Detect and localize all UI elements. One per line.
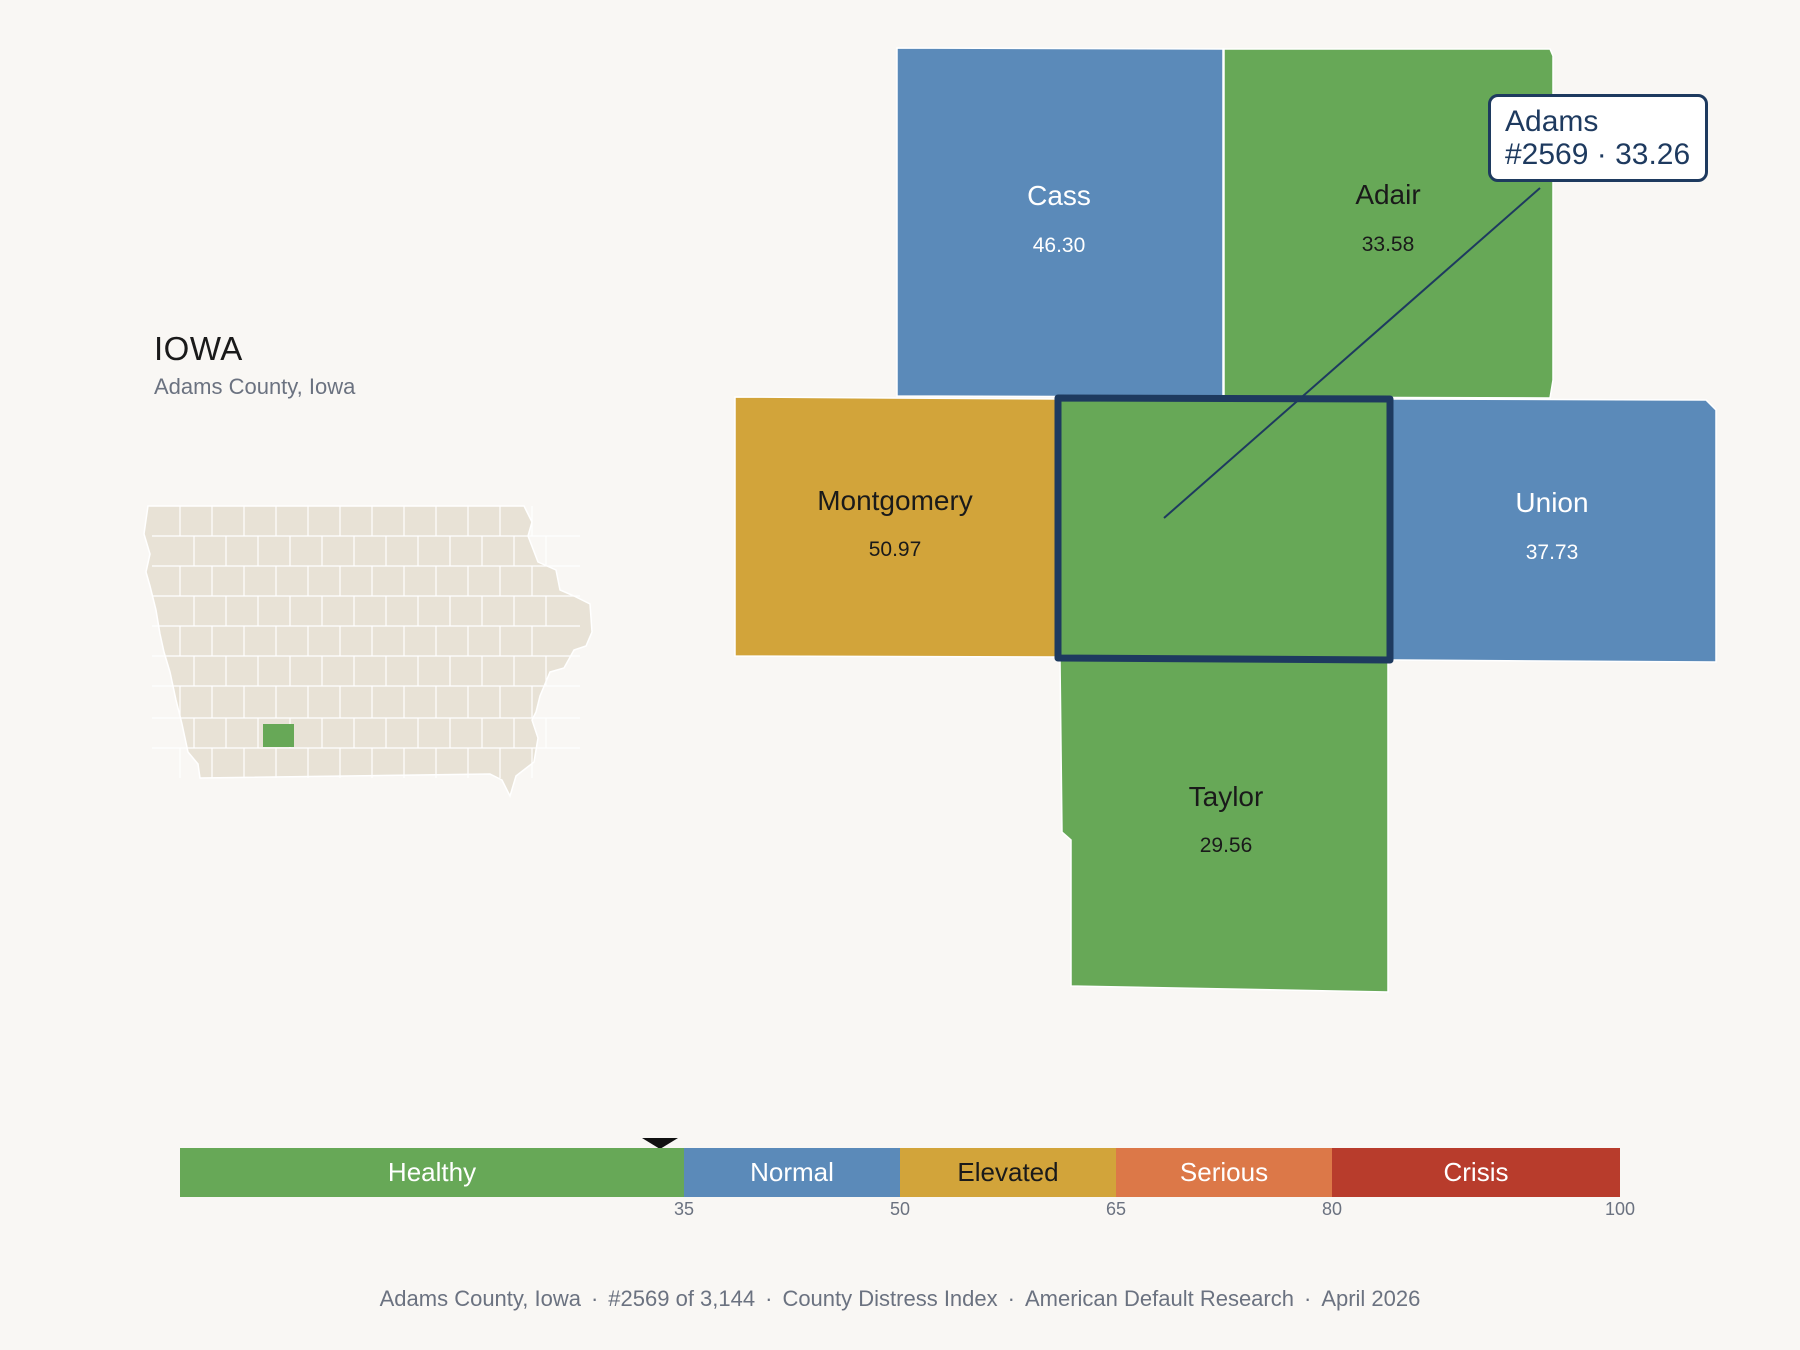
county-cass[interactable] xyxy=(896,47,1224,398)
county-map: Cass 46.30 Adair 33.58 Montgomery 50.97 … xyxy=(734,47,1717,993)
scale-marker-icon xyxy=(642,1138,678,1149)
distress-scale: Healthy Normal Elevated Serious Crisis xyxy=(180,1148,1620,1197)
state-title: IOWA xyxy=(154,330,243,367)
scale-label-elevated: Elevated xyxy=(957,1157,1059,1187)
footer-county: Adams County, Iowa xyxy=(379,1286,581,1311)
title-block: IOWA Adams County, Iowa xyxy=(154,330,355,400)
scale-label-crisis: Crisis xyxy=(1443,1157,1509,1187)
scale-segment-elevated: Elevated xyxy=(900,1148,1116,1197)
county-montgomery[interactable] xyxy=(734,396,1059,658)
county-value-union: 37.73 xyxy=(1526,541,1579,564)
footer: Adams County, Iowa · #2569 of 3,144 · County… xyxy=(379,1286,1421,1311)
tooltip-leader-line xyxy=(1163,187,1541,519)
iowa-state-outline xyxy=(143,505,593,799)
scale-segment-crisis: Crisis xyxy=(1332,1148,1620,1197)
scale-label-serious: Serious xyxy=(1179,1157,1269,1187)
iowa-locator-map xyxy=(143,505,593,799)
county-value-adair: 33.58 xyxy=(1362,233,1415,256)
scale-tick-50: 50 xyxy=(889,1199,911,1219)
scale-tick-80: 80 xyxy=(1321,1199,1343,1219)
scale-tick-100: 100 xyxy=(1604,1199,1636,1219)
county-value-cass: 46.30 xyxy=(1033,234,1086,257)
county-label-montgomery: Montgomery xyxy=(817,485,973,516)
scale-segment-healthy: Healthy xyxy=(180,1148,684,1197)
footer-source: American Default Research xyxy=(1024,1286,1294,1311)
footer-index: County Distress Index xyxy=(782,1286,998,1311)
county-label-adair: Adair xyxy=(1355,179,1420,210)
scale-tick-65: 65 xyxy=(1105,1199,1127,1219)
county-grid-lines xyxy=(152,506,580,778)
scale-segment-serious: Serious xyxy=(1116,1148,1332,1197)
county-label-cass: Cass xyxy=(1027,180,1091,211)
scale-label-normal: Normal xyxy=(750,1157,834,1187)
county-subtitle: Adams County, Iowa xyxy=(154,374,356,399)
tooltip-county-name: Adams xyxy=(1505,105,1599,138)
county-taylor[interactable] xyxy=(1059,659,1389,993)
footer-date: April 2026 xyxy=(1321,1286,1421,1311)
scale-segment-normal: Normal xyxy=(684,1148,900,1197)
county-value-montgomery: 50.97 xyxy=(869,538,922,561)
county-adams[interactable] xyxy=(1054,394,1394,664)
scale-label-healthy: Healthy xyxy=(387,1157,477,1187)
county-label-union: Union xyxy=(1515,487,1588,518)
footer-rank: #2569 of 3,144 xyxy=(608,1286,756,1311)
county-label-taylor: Taylor xyxy=(1189,781,1264,812)
adams-county-highlight xyxy=(263,724,294,747)
county-union[interactable] xyxy=(1389,398,1717,663)
scale-tick-35: 35 xyxy=(673,1199,695,1219)
tooltip-rank-value: #2569 · 33.26 xyxy=(1505,138,1691,171)
county-tooltip: Adams #2569 · 33.26 xyxy=(1488,94,1708,182)
county-value-taylor: 29.56 xyxy=(1200,834,1253,857)
